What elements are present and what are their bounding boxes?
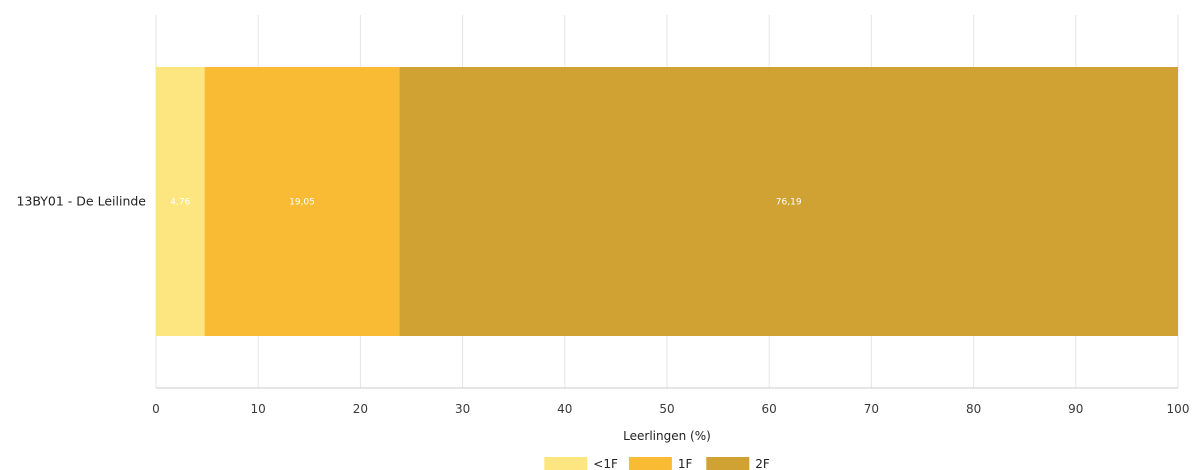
data-label: 76,19 [776, 198, 802, 208]
x-tick-label: 10 [251, 402, 266, 416]
y-axis: 13BY01 - De Leilinde [17, 194, 147, 209]
x-tick-label: 90 [1068, 402, 1083, 416]
data-label: 4,76 [170, 198, 190, 208]
x-tick-label: 0 [152, 402, 160, 416]
bar-segment-1[interactable] [156, 67, 205, 336]
x-tick-label: 30 [455, 402, 470, 416]
data-label: 19,05 [289, 198, 315, 208]
legend-swatch [706, 457, 750, 470]
bars [156, 67, 1178, 336]
legend-swatch [544, 457, 588, 470]
x-tick-label: 100 [1167, 402, 1190, 416]
x-tick-label: 20 [353, 402, 368, 416]
legend-item[interactable]: 2F [706, 457, 770, 470]
x-tick-label: 40 [557, 402, 572, 416]
legend-item[interactable]: <1F [544, 457, 618, 470]
x-tick-label: 60 [762, 402, 777, 416]
legend-label: <1F [593, 457, 618, 470]
legend[interactable]: <1F 1F 2F [544, 457, 770, 470]
x-tick-label: 70 [864, 402, 879, 416]
x-tick-label: 80 [966, 402, 981, 416]
x-axis-title: Leerlingen (%) [623, 429, 711, 443]
bar-segment-3[interactable] [399, 67, 1178, 336]
legend-item[interactable]: 1F [628, 457, 693, 470]
x-axis: 0 10 20 30 40 50 60 70 80 90 100 [152, 387, 1190, 416]
bar-segment-2[interactable] [204, 67, 400, 336]
legend-label: 1F [678, 457, 693, 470]
legend-swatch [628, 457, 672, 470]
data-labels: 4,76 19,05 76,19 [170, 198, 802, 208]
legend-label: 2F [755, 457, 770, 470]
x-tick-label: 50 [659, 402, 674, 416]
y-category-label: 13BY01 - De Leilinde [17, 194, 147, 209]
